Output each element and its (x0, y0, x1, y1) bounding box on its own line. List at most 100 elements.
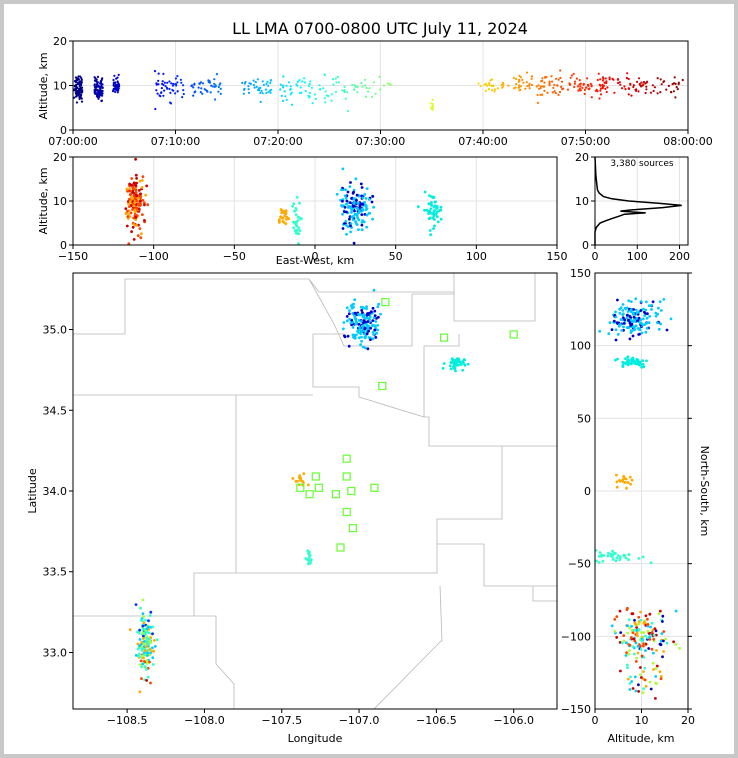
source-point (626, 677, 630, 681)
source-point (477, 82, 480, 85)
source-point (128, 628, 132, 632)
source-point (642, 620, 646, 624)
source-point (269, 81, 272, 85)
source-point (627, 93, 630, 96)
source-point (630, 628, 634, 632)
source-point (145, 639, 148, 643)
source-point (266, 80, 269, 83)
source-point (345, 319, 349, 323)
source-point (487, 88, 490, 91)
source-point (644, 642, 648, 646)
source-point (490, 78, 494, 81)
source-point (134, 654, 138, 657)
source-point (629, 675, 632, 679)
source-point (96, 95, 99, 99)
source-point (627, 618, 631, 621)
source-point (541, 79, 544, 83)
source-point (622, 325, 625, 329)
source-point (632, 359, 636, 362)
source-point (543, 85, 546, 88)
source-point (319, 88, 322, 91)
source-point (139, 197, 142, 200)
source-point (368, 317, 371, 321)
source-point (138, 690, 142, 694)
station-marker (311, 472, 320, 481)
source-point (631, 612, 635, 616)
source-point (661, 655, 664, 659)
source-point (348, 317, 351, 321)
source-point (200, 87, 203, 90)
source-point (361, 196, 365, 200)
source-point (142, 621, 146, 624)
source-point (662, 650, 665, 653)
source-point (596, 78, 599, 82)
source-point (308, 558, 312, 562)
plan-view-points (128, 288, 470, 694)
source-point (636, 651, 640, 655)
source-point (649, 625, 652, 629)
source-point (365, 187, 369, 191)
source-point (618, 555, 622, 559)
source-point (364, 317, 367, 320)
source-point (346, 190, 350, 194)
source-point (308, 95, 311, 98)
source-point (652, 633, 656, 637)
source-point (96, 81, 99, 84)
source-point (431, 98, 434, 101)
source-point (165, 86, 169, 89)
source-point (610, 624, 614, 628)
source-point (356, 91, 359, 94)
source-point (626, 481, 630, 484)
source-point (484, 89, 487, 92)
source-point (582, 83, 585, 86)
source-point (190, 84, 194, 87)
source-point (637, 316, 641, 320)
source-point (97, 89, 100, 92)
source-point (648, 315, 651, 318)
source-point (134, 218, 138, 222)
source-point (433, 200, 437, 204)
source-point (279, 83, 282, 86)
source-point (344, 219, 348, 223)
source-point (289, 88, 292, 91)
latitude-tick-label: 33.5 (43, 566, 68, 579)
source-point (359, 182, 363, 186)
source-point (162, 94, 165, 97)
source-point (433, 224, 436, 228)
source-point (93, 90, 96, 93)
source-point (343, 89, 346, 92)
source-point (631, 645, 635, 649)
source-point (141, 598, 145, 602)
source-point (576, 85, 580, 88)
source-point (634, 689, 638, 693)
source-point (427, 212, 430, 215)
source-point (622, 554, 626, 558)
source-point (518, 89, 521, 92)
source-point (174, 77, 177, 80)
source-point (93, 83, 96, 86)
source-point (640, 631, 643, 634)
source-point (632, 319, 636, 323)
longitude-tick-label: −106.0 (493, 714, 534, 727)
source-point (618, 307, 622, 311)
source-point (141, 179, 144, 182)
source-point (635, 89, 638, 92)
source-point (622, 312, 625, 316)
source-point (376, 324, 379, 327)
source-point (113, 74, 116, 77)
source-point (428, 229, 432, 232)
source-point (647, 304, 651, 308)
source-point (607, 551, 610, 555)
source-point (170, 82, 173, 85)
source-point (352, 197, 356, 201)
altitude-ew-ylabel: Altitude, km (37, 167, 50, 234)
source-point (634, 623, 638, 626)
source-point (138, 638, 142, 641)
source-point (176, 81, 179, 84)
source-point (308, 550, 311, 554)
source-point (363, 213, 367, 216)
source-point (512, 76, 515, 79)
source-point (623, 318, 626, 322)
source-point (302, 472, 306, 476)
source-point (658, 609, 662, 613)
